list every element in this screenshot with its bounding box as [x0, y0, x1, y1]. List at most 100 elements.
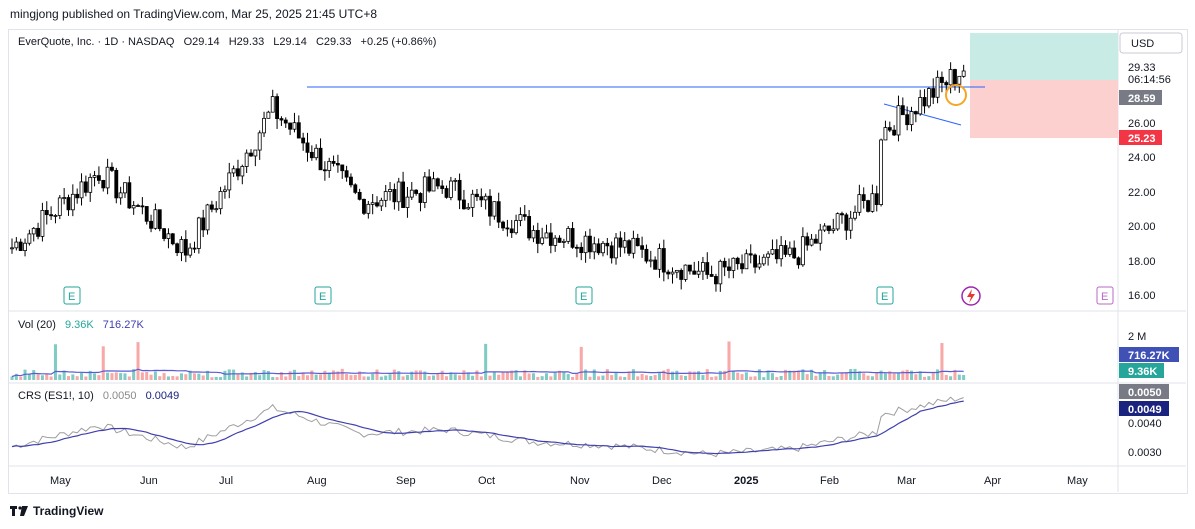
candle-body [227, 172, 232, 191]
candle-body [714, 276, 718, 285]
candle-body [648, 259, 653, 262]
volume-bar [171, 375, 175, 380]
volume-bar [149, 374, 153, 380]
candle-body [574, 246, 579, 249]
volume-bar [201, 375, 205, 380]
volume-bar [492, 372, 496, 380]
earnings-marker[interactable]: E [575, 286, 593, 305]
candle-body [631, 237, 636, 254]
volume-scale: 2 M [1128, 331, 1146, 343]
volume-bar [475, 370, 479, 380]
volume-bar [384, 375, 388, 380]
candle-body [679, 269, 684, 280]
candle-body [314, 147, 319, 159]
volume-bar [445, 376, 449, 380]
candle-body [288, 122, 293, 130]
volume-bar [323, 370, 327, 380]
earnings-marker[interactable]: E [63, 286, 81, 305]
volume-bar [836, 374, 840, 380]
volume-bar [484, 343, 488, 380]
candle-body [388, 189, 392, 192]
volume-bar [558, 370, 562, 380]
volume-bar [697, 371, 701, 380]
volume-bar [271, 377, 275, 380]
published-caption: mingjong published on TradingView.com, M… [10, 7, 378, 21]
candle-body [501, 221, 505, 229]
candle-body [492, 201, 497, 217]
volume-bar [883, 373, 887, 380]
volume-bar [214, 376, 218, 380]
candle-body [66, 197, 71, 211]
candle-body [201, 217, 206, 231]
candle-body [57, 197, 62, 216]
earnings-marker[interactable]: E [314, 286, 332, 305]
candle-body [748, 253, 753, 256]
candle-body [149, 220, 153, 229]
candle-body [527, 216, 532, 239]
volume-bar [497, 374, 501, 380]
volume-bar [857, 371, 861, 380]
volume-bar [310, 370, 314, 380]
candle-body [283, 119, 288, 124]
volume-bar [297, 376, 301, 380]
candle-body [153, 209, 158, 229]
candle-body [674, 269, 679, 273]
price-tick: 24.00 [1128, 152, 1156, 164]
volume-bar [110, 373, 114, 380]
candle-body [701, 262, 705, 272]
candle-body [414, 189, 419, 194]
candle-body [892, 129, 897, 136]
volume-bar [657, 372, 661, 380]
candle-body [666, 271, 671, 275]
candle-body [622, 240, 627, 248]
candle-body [653, 259, 658, 270]
candle-body [535, 230, 540, 244]
volume-bar [10, 376, 14, 380]
candle-body [727, 266, 731, 271]
candle-body [344, 170, 349, 178]
earnings-marker[interactable]: E [876, 286, 894, 305]
volume-bar [644, 375, 648, 380]
volume-bar [749, 376, 753, 380]
volume-bar [245, 376, 249, 380]
candle-body [405, 196, 410, 208]
volume-bar [488, 375, 492, 380]
earnings-marker[interactable]: E [1096, 286, 1114, 305]
lightning-icon[interactable] [961, 286, 981, 306]
volume-bar [957, 374, 961, 380]
candle-body [844, 214, 849, 231]
candle-body [331, 160, 336, 164]
volume-bar [418, 370, 422, 380]
volume-bar [544, 373, 549, 380]
volume-bar [675, 370, 679, 380]
candle-body [961, 70, 966, 77]
candle-body [175, 243, 180, 254]
candle-body [36, 227, 40, 237]
candle-body [236, 168, 240, 177]
candle-body [796, 257, 801, 266]
currency-label[interactable]: USD [1131, 38, 1154, 50]
candle-body [657, 248, 662, 270]
candle-body [683, 264, 688, 280]
candle-body [383, 191, 388, 201]
candles-layer [10, 62, 966, 292]
volume-bar [536, 376, 540, 380]
currency-box[interactable] [1119, 32, 1183, 54]
brand-name: TradingView [33, 504, 104, 518]
volume-bar [292, 369, 296, 380]
target-zone [970, 33, 1118, 80]
time-tick: Sep [396, 475, 416, 487]
volume-bar [188, 370, 192, 380]
candle-body [475, 193, 479, 198]
candle-body [661, 248, 666, 273]
volume-bar [362, 376, 366, 380]
volume-bar [688, 371, 692, 380]
volume-bar [266, 370, 270, 380]
volume-bar [132, 369, 136, 380]
volume-bar [258, 375, 262, 380]
candle-body [105, 166, 110, 189]
volume-bar [501, 371, 505, 380]
volume-bar [223, 370, 227, 380]
volume-bar [327, 372, 331, 380]
